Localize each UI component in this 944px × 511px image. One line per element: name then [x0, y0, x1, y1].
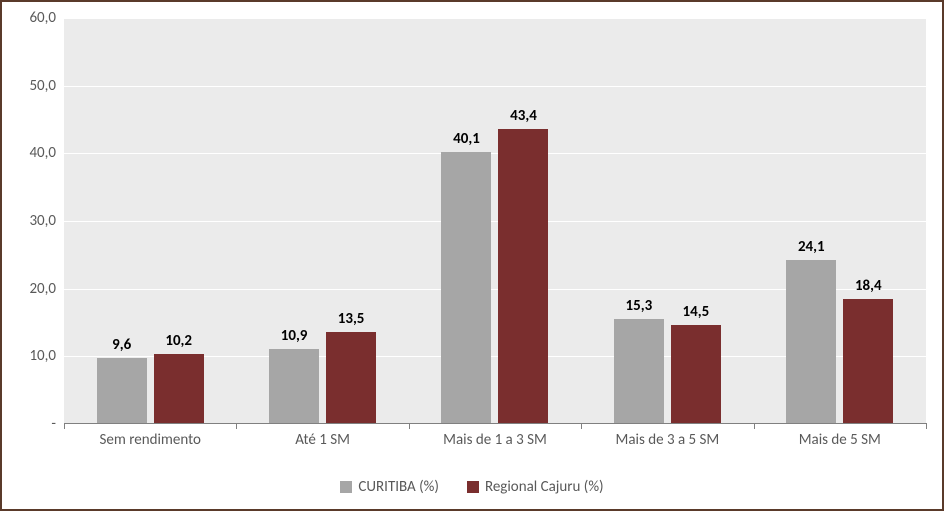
- y-tick-label: 10,0: [29, 347, 64, 365]
- bar: [614, 319, 664, 423]
- legend-label: Regional Cajuru (%): [485, 478, 604, 496]
- y-tick-label: 40,0: [29, 144, 64, 162]
- bar: [97, 358, 147, 423]
- y-tick-label: 20,0: [29, 280, 64, 298]
- y-tick-label: -: [51, 415, 64, 433]
- bar: [843, 299, 893, 424]
- category-group: 9,610,2Sem rendimento: [64, 18, 236, 423]
- bar: [326, 332, 376, 423]
- legend: CURITIBA (%) Regional Cajuru (%): [2, 478, 942, 496]
- x-axis-tick: [926, 423, 927, 429]
- category-label: Mais de 3 a 5 SM: [616, 431, 720, 449]
- category-label: Até 1 SM: [295, 431, 350, 449]
- chart-container: - 10,0 20,0 30,0 40,0 50,0 60,0 9,6 10,2 Sem rend…: [0, 0, 944, 511]
- bar: [671, 325, 721, 423]
- x-axis-tick: [409, 423, 410, 429]
- category-group: 24,118,4Mais de 5 SM: [754, 18, 926, 423]
- bar-value-label: 43,4: [510, 107, 537, 125]
- plot-area: -10,020,030,040,050,060,09,610,2Sem rend…: [64, 18, 926, 424]
- category-label: Mais de 1 a 3 SM: [443, 431, 547, 449]
- bar-value-label: 40,1: [453, 130, 480, 148]
- legend-label: CURITIBA (%): [358, 478, 439, 496]
- x-axis-tick: [581, 423, 582, 429]
- category-group: 15,314,5Mais de 3 a 5 SM: [581, 18, 753, 423]
- y-tick-label: 60,0: [29, 9, 64, 27]
- bar-value-label: 24,1: [798, 238, 825, 256]
- legend-item: CURITIBA (%): [340, 478, 439, 496]
- category-group: 10,913,5Até 1 SM: [236, 18, 408, 423]
- bar: [154, 354, 204, 423]
- bar: [269, 349, 319, 423]
- bar: [786, 260, 836, 423]
- legend-swatch: [340, 481, 352, 493]
- bar: [441, 152, 491, 423]
- y-tick-label: 30,0: [29, 212, 64, 230]
- x-axis-tick: [236, 423, 237, 429]
- x-axis-tick: [64, 423, 65, 429]
- bar-value-label: 10,2: [165, 332, 192, 350]
- bar: [498, 129, 548, 423]
- y-tick-label: 50,0: [29, 77, 64, 95]
- x-axis-tick: [754, 423, 755, 429]
- bar-value-label: 14,5: [683, 303, 710, 321]
- legend-swatch: [467, 481, 479, 493]
- bar-value-label: 9,6: [112, 336, 131, 354]
- legend-item: Regional Cajuru (%): [467, 478, 604, 496]
- category-group: 40,143,4Mais de 1 a 3 SM: [409, 18, 581, 423]
- bar-value-label: 18,4: [855, 277, 882, 295]
- bar-value-label: 10,9: [281, 327, 308, 345]
- category-label: Sem rendimento: [99, 431, 200, 449]
- bar-value-label: 15,3: [626, 297, 653, 315]
- bar-value-label: 13,5: [338, 310, 365, 328]
- category-label: Mais de 5 SM: [799, 431, 881, 449]
